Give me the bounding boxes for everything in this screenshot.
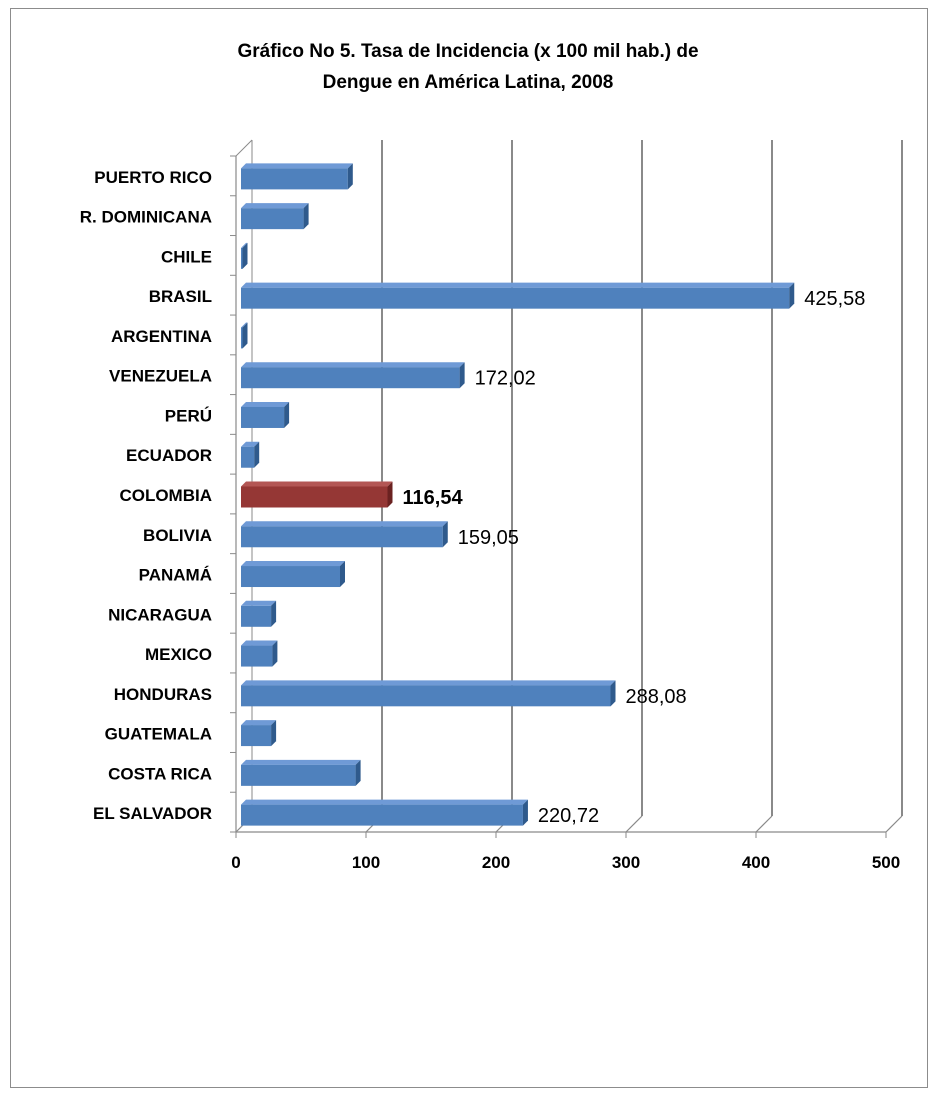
category-label: CHILE	[161, 247, 212, 266]
chart-frame	[10, 8, 928, 1088]
bar-side-bolivia	[442, 521, 448, 548]
x-tick-label: 0	[231, 853, 240, 872]
bar-mexico	[241, 645, 273, 667]
bar-panamá	[241, 566, 340, 588]
data-label: 116,54	[403, 487, 464, 509]
floor-edge-500	[885, 815, 903, 833]
category-label: ECUADOR	[126, 446, 212, 465]
bar-top-argentina	[241, 322, 248, 328]
category-label: HONDURAS	[114, 685, 212, 704]
bar-top-panamá	[241, 561, 345, 567]
bar-top-costa rica	[241, 759, 361, 765]
category-label: PERÚ	[165, 406, 212, 425]
bar-colombia	[241, 486, 388, 508]
bar-top-colombia	[241, 481, 393, 487]
bar-side-panamá	[340, 561, 345, 588]
bar-top-puerto rico	[241, 163, 353, 169]
bar-guatemala	[241, 725, 272, 747]
bar-side-mexico	[272, 640, 278, 667]
category-label: NICARAGUA	[108, 605, 212, 624]
bar-side-colombia	[387, 481, 393, 508]
data-label: 159,05	[458, 527, 519, 549]
bar-argentina	[241, 327, 243, 349]
x-tick-label: 500	[872, 853, 900, 872]
bar-side-honduras	[610, 680, 616, 707]
category-label: VENEZUELA	[109, 367, 212, 386]
bar-side-r. dominicana	[303, 203, 309, 230]
bar-side-nicaragua	[271, 600, 277, 627]
data-label: 425,58	[804, 288, 865, 310]
category-label: BOLIVIA	[143, 526, 212, 545]
bar-top-bolivia	[241, 521, 448, 527]
x-tick-label: 400	[742, 853, 770, 872]
bar-bolivia	[241, 526, 443, 548]
bar-chile	[241, 247, 243, 269]
bar-el salvador	[241, 804, 523, 826]
category-label: GUATEMALA	[105, 725, 212, 744]
category-label: BRASIL	[149, 287, 212, 306]
bar-top-mexico	[241, 640, 278, 646]
bar-top-el salvador	[241, 799, 528, 805]
chart-title-line-2: Dengue en América Latina, 2008	[322, 72, 614, 93]
data-label: 288,08	[626, 686, 687, 708]
category-label: MEXICO	[145, 645, 212, 664]
chart-title-line-1: Gráfico No 5. Tasa de Incidencia (x 100 …	[237, 41, 699, 62]
x-tick-label: 100	[352, 853, 380, 872]
bar-side-perú	[284, 401, 290, 428]
bar-side-argentina	[242, 322, 248, 349]
bar-puerto rico	[241, 168, 348, 190]
bar-side-ecuador	[254, 441, 260, 468]
wall-top-edge	[235, 139, 253, 157]
bar-side-brasil	[789, 282, 795, 309]
category-label: COSTA RICA	[108, 764, 212, 783]
bar-top-brasil	[241, 282, 795, 288]
category-label: EL SALVADOR	[93, 804, 212, 823]
data-label: 172,02	[475, 368, 536, 390]
floor-edge-400	[755, 815, 773, 833]
bar-side-costa rica	[355, 759, 361, 786]
bar-top-perú	[241, 401, 290, 407]
category-label: R. DOMINICANA	[80, 208, 212, 227]
bar-r. dominicana	[241, 208, 304, 230]
bar-top-honduras	[241, 680, 616, 686]
category-label: COLOMBIA	[119, 486, 212, 505]
bar-top-venezuela	[241, 362, 465, 368]
bar-side-el salvador	[522, 799, 528, 826]
bar-brasil	[241, 287, 790, 309]
bar-top-r. dominicana	[241, 203, 309, 209]
bar-venezuela	[241, 367, 460, 389]
bar-top-nicaragua	[241, 600, 277, 606]
x-tick-label: 300	[612, 853, 640, 872]
category-label: PUERTO RICO	[94, 168, 212, 187]
bar-costa rica	[241, 764, 356, 786]
bar-honduras	[241, 685, 611, 707]
category-label: PANAMÁ	[139, 566, 212, 585]
bar-perú	[241, 406, 285, 428]
floor-edge-300	[625, 815, 643, 833]
bar-top-ecuador	[241, 441, 260, 447]
category-label: ARGENTINA	[111, 327, 212, 346]
bar-top-chile	[241, 242, 248, 248]
bar-side-guatemala	[271, 720, 277, 747]
bar-side-venezuela	[459, 362, 465, 389]
bar-ecuador	[241, 446, 255, 468]
chart-title: Gráfico No 5. Tasa de Incidencia (x 100 …	[0, 36, 936, 98]
data-label: 220,72	[538, 805, 599, 827]
bar-top-guatemala	[241, 720, 277, 726]
bar-side-chile	[242, 242, 248, 269]
bar-nicaragua	[241, 605, 272, 627]
x-tick-label: 200	[482, 853, 510, 872]
bar-side-puerto rico	[347, 163, 353, 190]
